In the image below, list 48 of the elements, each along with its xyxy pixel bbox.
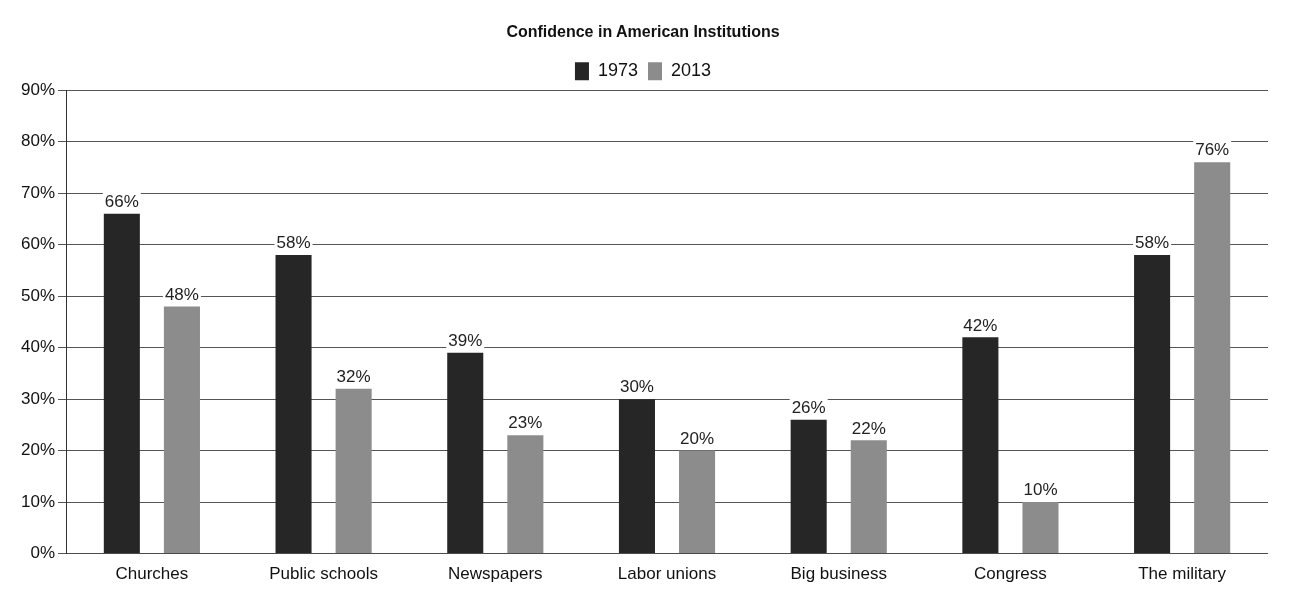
data-label: 32% (336, 367, 371, 387)
y-tick-label: 20% (20, 440, 56, 460)
x-tick-label: Newspapers (448, 564, 543, 584)
chart-title: Confidence in American Institutions (506, 23, 780, 41)
data-label: 58% (276, 233, 311, 253)
bar (335, 388, 372, 554)
data-label: 10% (1023, 480, 1058, 500)
x-tick-label: Churches (115, 564, 189, 584)
y-tick-label: 70% (20, 182, 56, 202)
data-label: 30% (619, 377, 654, 397)
data-label: 20% (680, 428, 715, 448)
bar (1134, 254, 1171, 554)
y-tick-label: 10% (20, 491, 56, 511)
data-label: 48% (164, 284, 199, 304)
data-label: 23% (508, 413, 543, 433)
y-tick-label: 80% (20, 131, 56, 151)
data-label: 58% (1135, 233, 1170, 253)
bar (163, 306, 200, 554)
x-tick-label: The military (1138, 564, 1227, 584)
bar (103, 213, 140, 554)
bar (679, 450, 716, 554)
x-tick-label: Labor unions (617, 564, 717, 584)
x-tick-label: Public schools (269, 564, 378, 584)
bar (962, 337, 999, 554)
data-label: 66% (104, 191, 139, 211)
bar (1022, 502, 1059, 554)
data-label: 42% (963, 315, 998, 335)
y-tick-label: 60% (20, 234, 56, 254)
data-label: 22% (851, 418, 886, 438)
y-tick-label: 90% (20, 79, 56, 99)
bar (275, 254, 312, 554)
y-tick-label: 50% (20, 285, 56, 305)
data-label: 39% (448, 330, 483, 350)
data-label: 26% (791, 397, 826, 417)
bar (447, 352, 484, 554)
y-tick-label: 0% (30, 543, 56, 563)
legend-label: 1973 (597, 60, 638, 81)
data-label: 76% (1195, 140, 1230, 160)
y-tick-label: 30% (20, 388, 56, 408)
bar (507, 435, 544, 554)
bar (618, 399, 655, 554)
bar (850, 440, 887, 554)
y-tick-label: 40% (20, 337, 56, 357)
bar (1194, 162, 1231, 554)
bar (790, 419, 827, 554)
x-tick-label: Big business (790, 564, 887, 584)
legend-label: 2013 (671, 60, 712, 81)
x-tick-label: Congress (974, 564, 1047, 584)
